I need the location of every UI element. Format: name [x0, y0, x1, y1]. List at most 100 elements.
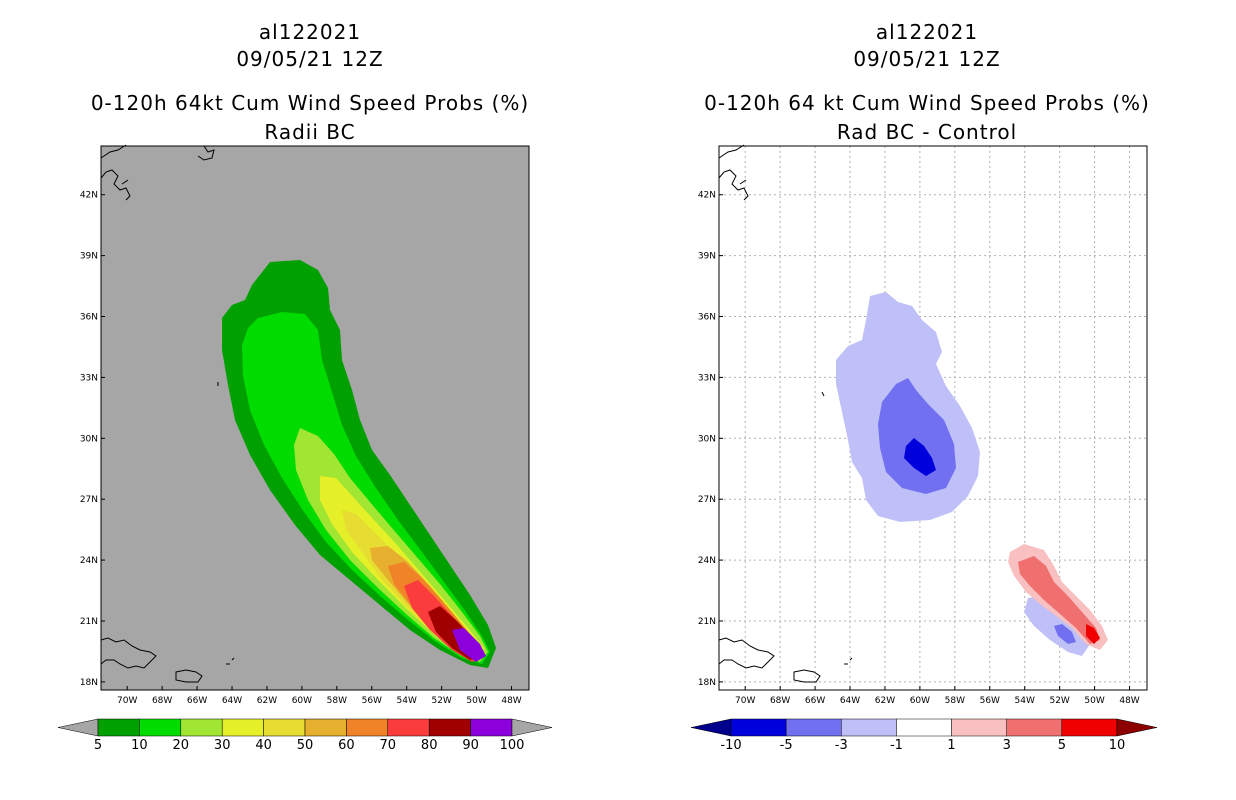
colorbar-segment [730, 718, 787, 737]
right-map-frame [718, 145, 1148, 691]
colorbar-segment [263, 718, 306, 737]
colorbar-segment [304, 718, 347, 737]
left-storm-id: al122021 [258, 20, 362, 44]
colorbar-over-triangle [1116, 718, 1158, 737]
x-tick-label: 54W [397, 696, 417, 706]
x-tick-label: 50W [466, 696, 486, 706]
right-date: 09/05/21 12Z [853, 47, 1001, 71]
x-tick-label: 60W [292, 696, 312, 706]
colorbar-label: -5 [780, 738, 793, 753]
colorbar-segment [387, 718, 430, 737]
colorbar-label: 3 [1003, 738, 1011, 753]
y-tick-label: 27N [698, 495, 716, 505]
x-tick-label: 52W [431, 696, 451, 706]
right-map: 70W 68W 66W 64W 62W 60W 58W 56W 54W 52W 50W 48W 18N… [698, 144, 1148, 706]
y-tick-label: 24N [698, 556, 716, 566]
colorbar-segment [841, 718, 897, 737]
y-tick-label: 33N [698, 373, 716, 383]
left-map: 70W 68W 66W 64W 62W 60W 58W 56W 54W 52W 50W 48W 18N… [80, 144, 530, 706]
left-subtitle: Radii BC [264, 120, 356, 144]
y-tick-label: 30N [698, 434, 716, 444]
colorbar-segment [97, 718, 140, 737]
x-tick-label: 66W [187, 696, 207, 706]
y-tick-label: 18N [698, 678, 716, 688]
y-tick-label: 39N [80, 252, 98, 262]
y-tick-label: 42N [698, 191, 716, 201]
y-tick-label: 21N [698, 617, 716, 627]
left-map-frame [100, 145, 530, 691]
y-tick-label: 24N [80, 556, 98, 566]
colorbar-label: -10 [720, 738, 741, 753]
right-x-tick-labels: 70W 68W 66W 64W 62W 60W 58W 56W 54W 52W 50W 48W [735, 686, 1140, 706]
y-tick-label: 33N [80, 373, 98, 383]
colorbar-label: 1 [947, 738, 955, 753]
colorbar-under-triangle [690, 718, 732, 737]
colorbar-label: -1 [890, 738, 903, 753]
colorbar-label: 100 [500, 738, 525, 753]
colorbar-label: 5 [94, 738, 102, 753]
y-tick-label: 27N [80, 495, 98, 505]
colorbar-segment [428, 718, 471, 737]
x-tick-label: 52W [1049, 696, 1069, 706]
x-tick-label: 64W [840, 696, 860, 706]
right-contour-pos-5 [1086, 624, 1100, 644]
left-colorbar: 5 10 20 30 40 50 60 70 80 90 100 [57, 718, 553, 753]
y-tick-label: 18N [80, 678, 98, 688]
colorbar-segment [1006, 718, 1063, 737]
x-tick-label: 58W [945, 696, 965, 706]
colorbar-segment [951, 718, 1007, 737]
x-tick-label: 70W [735, 696, 755, 706]
y-tick-label: 39N [698, 252, 716, 262]
right-subtitle: Rad BC - Control [836, 120, 1018, 144]
colorbar-segment [221, 718, 264, 737]
left-contour-90 [452, 628, 486, 662]
colorbar-over-triangle [511, 718, 553, 737]
colorbar-label: 20 [173, 738, 190, 753]
right-coastlines [718, 144, 853, 683]
y-tick-label: 36N [80, 313, 98, 323]
x-tick-label: 48W [1119, 696, 1139, 706]
x-tick-label: 54W [1015, 696, 1035, 706]
colorbar-label: 40 [255, 738, 272, 753]
left-y-tick-labels: 18N 21N 24N 27N 30N 33N 36N 39N 42N [80, 191, 105, 688]
colorbar-label: 30 [214, 738, 231, 753]
x-tick-label: 68W [152, 696, 172, 706]
left-x-tick-labels: 70W 68W 66W 64W 62W 60W 58W 56W 54W 52W 50W 48W [117, 686, 522, 706]
left-coastlines [100, 144, 235, 683]
colorbar-segment [896, 718, 952, 737]
colorbar-label: 80 [421, 738, 438, 753]
right-contour-neg-5 [904, 438, 936, 476]
colorbar-segment [785, 718, 842, 737]
colorbar-segment [470, 718, 513, 737]
y-tick-label: 21N [80, 617, 98, 627]
y-tick-label: 36N [698, 313, 716, 323]
colorbar-label: 10 [1109, 738, 1126, 753]
colorbar-label: 5 [1058, 738, 1066, 753]
colorbar-label: 90 [462, 738, 479, 753]
right-storm-id: al122021 [875, 20, 979, 44]
colorbar-segment [180, 718, 223, 737]
x-tick-label: 70W [117, 696, 137, 706]
left-title: 0-120h 64kt Cum Wind Speed Probs (%) [90, 91, 530, 115]
colorbar-segment [1061, 718, 1118, 737]
x-tick-label: 48W [501, 696, 521, 706]
x-tick-label: 58W [327, 696, 347, 706]
x-tick-label: 56W [362, 696, 382, 706]
y-tick-label: 42N [80, 191, 98, 201]
x-tick-label: 62W [257, 696, 277, 706]
right-contour-neg-3-se [1054, 624, 1076, 644]
colorbar-label: 60 [338, 738, 355, 753]
x-tick-label: 62W [875, 696, 895, 706]
x-tick-label: 56W [980, 696, 1000, 706]
colorbar-under-triangle [57, 718, 99, 737]
colorbar-label: 70 [380, 738, 397, 753]
colorbar-segment [139, 718, 182, 737]
y-tick-label: 30N [80, 434, 98, 444]
right-contour-pos-3 [1018, 556, 1100, 644]
x-tick-label: 50W [1084, 696, 1104, 706]
x-tick-label: 64W [222, 696, 242, 706]
colorbar-label: 10 [131, 738, 148, 753]
right-colorbar: -10 -5 -3 -1 1 3 5 10 [690, 718, 1158, 753]
x-tick-label: 68W [770, 696, 790, 706]
